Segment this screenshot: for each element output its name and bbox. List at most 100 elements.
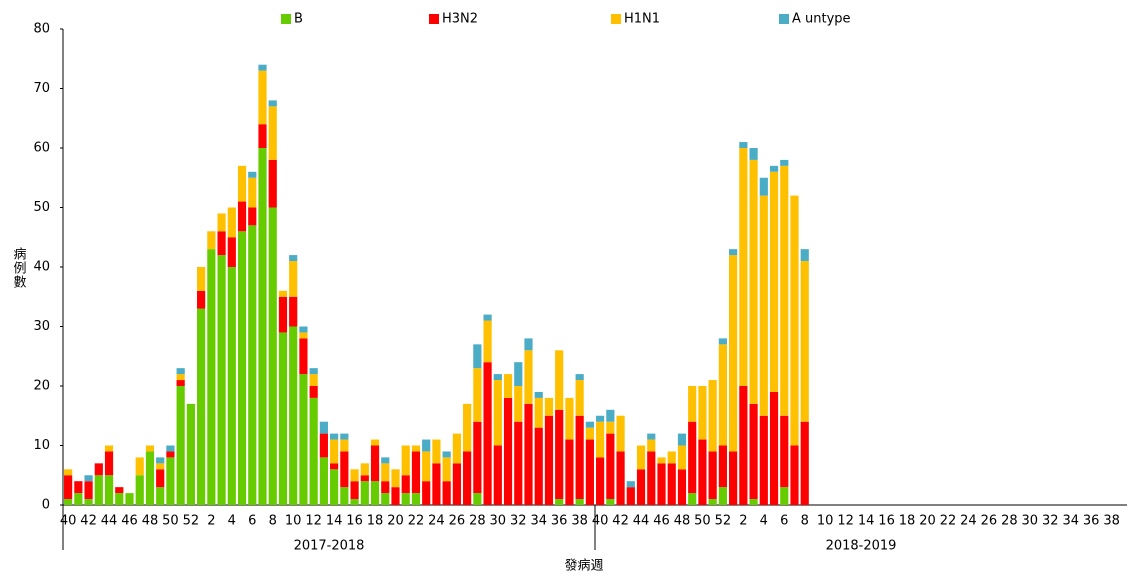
bar-segment (769, 171, 779, 392)
group-label: 2018-2019 (826, 539, 897, 554)
x-tick-label: 18 (367, 514, 384, 529)
bar-segment (596, 457, 605, 505)
x-tick-label: 48 (674, 514, 691, 529)
bar-segment (156, 487, 165, 505)
bar-segment (258, 64, 267, 71)
x-tick-label: 34 (1062, 514, 1079, 529)
bar-segment (534, 391, 543, 398)
bar-segment (432, 463, 441, 505)
bar-segment (749, 148, 758, 160)
bar-segment (135, 457, 144, 476)
bar-segment (422, 481, 431, 505)
bar-segment (698, 386, 707, 440)
bar-segment (319, 457, 328, 505)
x-tick-label: 4 (760, 514, 768, 529)
bar-segment (565, 439, 574, 505)
x-tick-label: 30 (490, 514, 507, 529)
x-tick-label: 6 (780, 514, 788, 529)
bar-segment (330, 463, 339, 470)
bar-segment (268, 207, 277, 505)
x-tick-label: 18 (899, 514, 916, 529)
bar-segment (647, 433, 656, 440)
bar-segment (156, 469, 165, 488)
bar-segment (585, 421, 594, 428)
x-tick-label: 26 (981, 514, 998, 529)
bar-segment (289, 326, 298, 505)
y-tick-label: 10 (33, 438, 50, 453)
bar-segment (258, 70, 267, 125)
bar-segment (626, 487, 635, 505)
legend-label: H3N2 (442, 12, 478, 27)
bar-segment (186, 403, 195, 505)
x-tick-label: 30 (1022, 514, 1039, 529)
x-tick-label: 12 (305, 514, 322, 529)
bar-segment (350, 469, 359, 482)
x-tick-label: 40 (592, 514, 609, 529)
bar-segment (84, 481, 93, 500)
x-tick-label: 2 (207, 514, 215, 529)
x-tick-label: 14 (326, 514, 343, 529)
bar-segment (319, 433, 328, 458)
bar-segment (381, 481, 390, 494)
bar-segment (800, 421, 809, 505)
bar-segment (330, 469, 339, 505)
bar-segment (544, 397, 554, 416)
bar-segment (84, 499, 93, 505)
bar-segment (544, 415, 554, 505)
x-tick-label: 16 (346, 514, 363, 529)
x-tick-label: 10 (285, 514, 302, 529)
bar-segment (514, 386, 523, 422)
bar-segment (677, 433, 687, 446)
bar-segment (207, 231, 216, 250)
bar-segment (166, 451, 175, 458)
y-tick-label: 30 (33, 319, 50, 334)
bar-segment (330, 439, 339, 464)
x-tick-label: 50 (162, 514, 179, 529)
y-tick-label: 80 (33, 22, 50, 37)
bar-segment (422, 451, 431, 482)
bar-segment (422, 439, 431, 452)
x-axis-title: 發病週 (564, 559, 603, 574)
bar-segment (340, 433, 349, 440)
bar-segment (227, 267, 236, 505)
bar-segment (473, 344, 482, 369)
x-tick-label: 42 (80, 514, 97, 529)
bar-segment (268, 159, 277, 208)
bar-segment (493, 380, 502, 446)
bar-segment (401, 445, 410, 476)
bar-segment (278, 332, 288, 505)
bar-segment (370, 439, 380, 446)
bar-segment (503, 397, 513, 505)
bar-segment (84, 475, 93, 482)
bar-segment (299, 332, 308, 339)
bar-segment (800, 249, 809, 262)
bar-segment (166, 445, 175, 452)
bar-segment (473, 421, 482, 494)
bar-segment (64, 469, 73, 476)
bar-segment (411, 493, 421, 505)
bar-segment (176, 374, 185, 381)
bar-segment (647, 451, 656, 505)
x-tick-label: 24 (428, 514, 445, 529)
bar-segment (268, 106, 277, 160)
x-tick-label: 38 (1103, 514, 1120, 529)
bar-segment (370, 445, 380, 482)
bar-segment (688, 386, 697, 422)
bar-segment (657, 463, 666, 505)
bar-segment (524, 403, 533, 505)
bar-segment (278, 290, 288, 297)
bar-segment (636, 445, 646, 470)
bar-segment (350, 499, 359, 505)
bar-segment (463, 451, 472, 505)
bar-segment (411, 451, 421, 494)
bar-segment (534, 397, 543, 428)
bar-segment (780, 165, 789, 416)
bar-segment (729, 249, 738, 256)
bar-segment (616, 451, 625, 505)
x-tick-label: 28 (1001, 514, 1018, 529)
bar-segment (585, 439, 594, 505)
bar-segment (708, 380, 717, 452)
bar-segment (176, 380, 185, 386)
x-tick-label: 36 (551, 514, 568, 529)
y-axis-title: 病例數 (11, 247, 27, 289)
